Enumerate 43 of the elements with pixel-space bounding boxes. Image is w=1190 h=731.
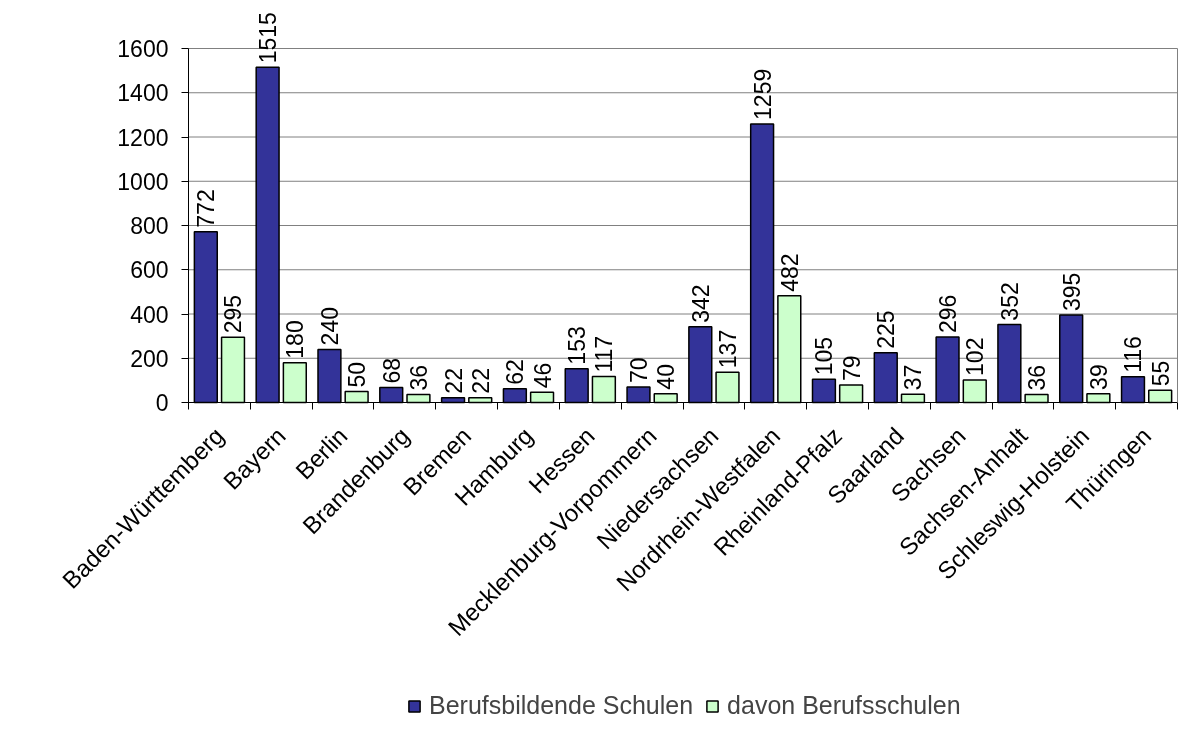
data-label: 240	[316, 307, 343, 346]
data-label: 62	[502, 359, 529, 385]
data-label: 1259	[749, 68, 776, 120]
data-label: 36	[1024, 364, 1051, 391]
data-label: 295	[220, 294, 247, 334]
y-tick-label: 800	[130, 213, 169, 239]
data-label: 772	[193, 189, 220, 228]
data-label: 352	[996, 282, 1023, 321]
data-label: 22	[467, 368, 494, 394]
data-label: 40	[653, 364, 680, 390]
data-label: 68	[378, 357, 405, 384]
data-label: 137	[715, 329, 742, 369]
y-tick-label: 600	[130, 257, 169, 284]
data-label: 36	[405, 364, 432, 391]
y-tick-label: 200	[130, 345, 169, 372]
data-label: 482	[776, 253, 803, 292]
data-label: 79	[838, 355, 865, 382]
data-label: 22	[440, 368, 467, 394]
data-label: 37	[900, 364, 927, 391]
data-label: 50	[344, 361, 371, 388]
data-label: 70	[625, 357, 652, 384]
data-label: 117	[591, 335, 618, 373]
data-label: 55	[1147, 360, 1174, 387]
data-label: 105	[811, 336, 838, 376]
y-tick-label: 1600	[117, 36, 169, 62]
data-label: 342	[687, 284, 714, 323]
data-label: 1515	[255, 12, 282, 64]
data-label: 225	[873, 310, 900, 349]
data-label: 116	[1120, 336, 1147, 373]
data-label: 153	[564, 326, 591, 365]
y-tick-label: 0	[155, 390, 169, 416]
data-label: 39	[1085, 364, 1112, 390]
y-tick-label: 400	[130, 301, 169, 328]
data-label: 180	[282, 320, 309, 359]
data-label: 102	[962, 337, 989, 376]
data-label: 46	[529, 362, 556, 389]
y-tick-label: 1400	[117, 80, 169, 107]
data-label: 296	[935, 294, 962, 334]
data-label: 395	[1058, 272, 1085, 312]
y-tick-label: 1000	[117, 168, 169, 195]
legend-label: Berufsbildende Schulen	[429, 691, 694, 720]
legend-label: davon Berufsschulen	[727, 691, 961, 720]
y-tick-label: 1200	[117, 124, 169, 151]
